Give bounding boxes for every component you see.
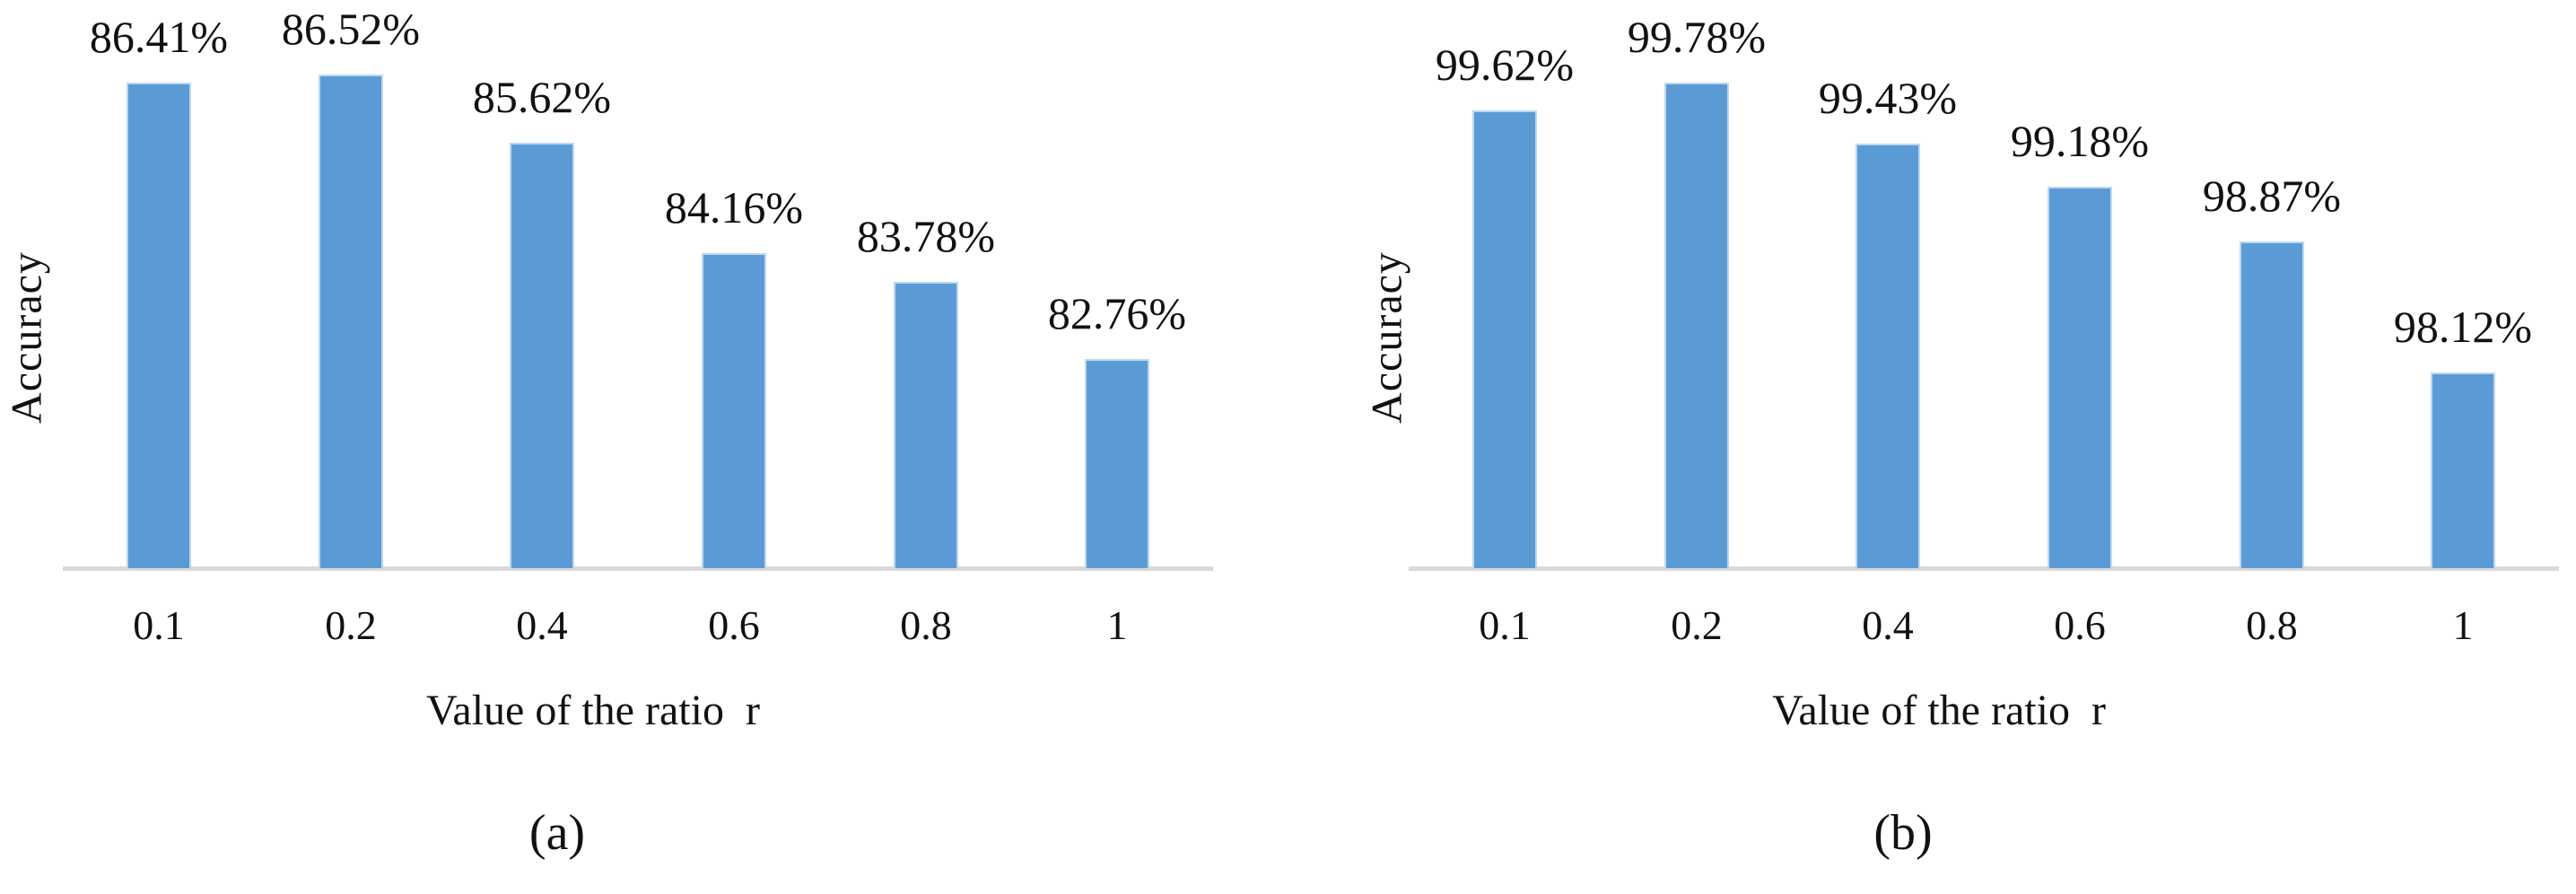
plot-area-b: 99.62% 0.1 99.78% 0.2 99.43% 0.4 99.18% 0.6 98.8… [1346, 0, 2576, 894]
bar [894, 282, 958, 568]
bar-value-label: 84.16% [664, 182, 804, 232]
x-tick-label: 1 [1106, 602, 1128, 648]
bar-value-label: 99.62% [1435, 39, 1575, 90]
bar [2431, 372, 2495, 568]
x-tick-label: 0.2 [325, 602, 377, 648]
bar-value-label: 82.76% [1047, 288, 1187, 338]
chart-b: Accuracy 99.62% 0.1 99.78% 0.2 99.43% 0.4 99.1… [1346, 0, 2576, 894]
bar-value-label: 99.43% [1818, 73, 1958, 123]
bar [319, 74, 383, 568]
subfigure-caption-b: (b) [1873, 805, 1933, 861]
subfigure-caption-a: (a) [528, 805, 586, 861]
bar [127, 83, 191, 568]
x-tick-label: 0.4 [1862, 602, 1914, 648]
bar-value-label: 83.78% [856, 211, 996, 261]
bar-value-label: 86.52% [281, 4, 421, 54]
bar [1856, 144, 1920, 568]
bar-value-label: 86.41% [89, 12, 229, 62]
bar [2240, 241, 2304, 568]
x-tick-label: 1 [2452, 602, 2474, 648]
x-tick-label: 0.6 [2054, 602, 2106, 648]
bar [2048, 187, 2112, 568]
plot-area-a: 86.41% 0.1 86.52% 0.2 85.62% 0.4 84.16% 0.6 83.7… [0, 0, 1283, 894]
x-tick-label: 0.8 [900, 602, 952, 648]
x-axis-title: Value of the ratio r [426, 687, 760, 734]
bar-value-label: 98.87% [2202, 171, 2342, 221]
x-axis-line [1409, 566, 2559, 571]
x-tick-label: 0.1 [1479, 602, 1531, 648]
bar-value-label: 85.62% [472, 72, 612, 122]
x-tick-label: 0.2 [1671, 602, 1723, 648]
bar-value-label: 99.18% [2010, 116, 2150, 166]
bar [1472, 110, 1537, 568]
bar [1085, 359, 1149, 568]
bar [702, 253, 766, 568]
x-tick-label: 0.1 [133, 602, 185, 648]
bar [510, 143, 574, 568]
x-tick-label: 0.4 [516, 602, 568, 648]
x-tick-label: 0.8 [2246, 602, 2298, 648]
bar-value-label: 99.78% [1627, 12, 1767, 62]
bar [1664, 83, 1729, 568]
x-axis-title: Value of the ratio r [1772, 687, 2106, 734]
bar-value-label: 98.12% [2393, 302, 2533, 352]
x-axis-line [63, 566, 1213, 571]
chart-a: Accuracy 86.41% 0.1 86.52% 0.2 85.62% 0.4 84.1… [0, 0, 1283, 894]
x-tick-label: 0.6 [708, 602, 760, 648]
